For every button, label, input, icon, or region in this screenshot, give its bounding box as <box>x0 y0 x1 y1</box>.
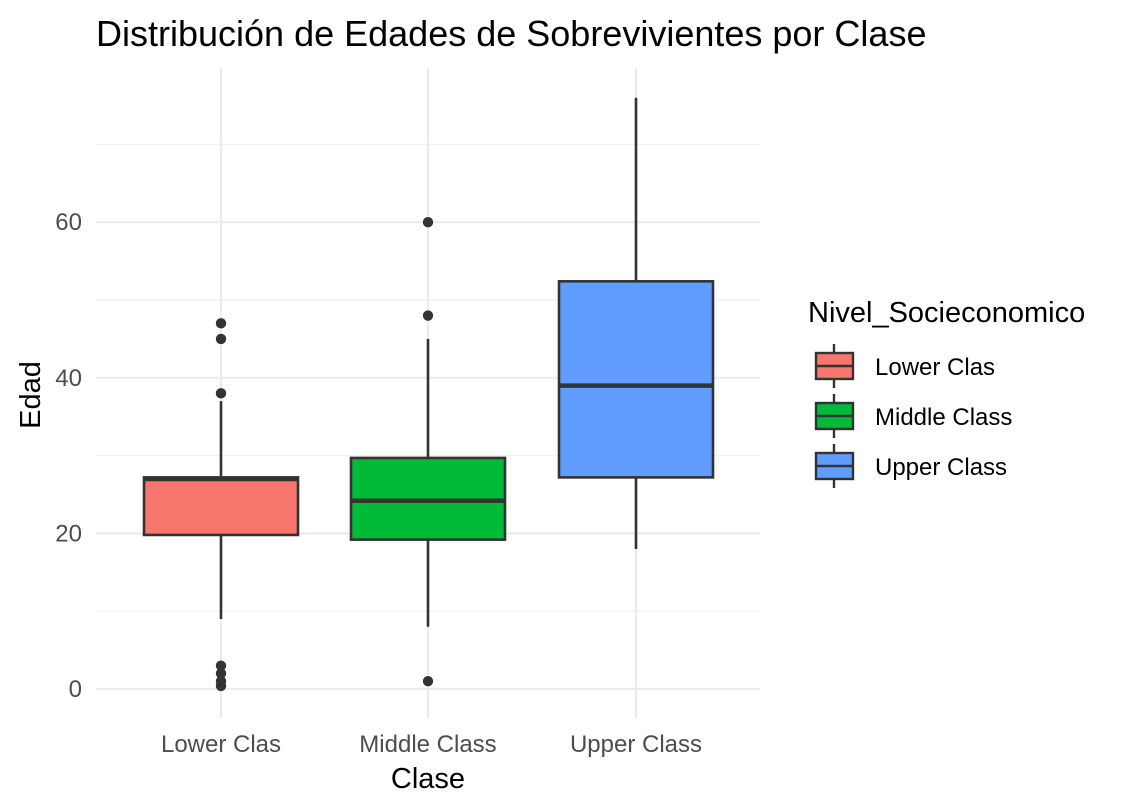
x-axis-title: Clase <box>391 763 465 795</box>
x-tick-label: Upper Class <box>570 731 702 758</box>
legend-label: Upper Class <box>875 454 1007 481</box>
legend-item: Upper Class <box>814 444 1007 488</box>
y-tick-label: 20 <box>55 520 82 547</box>
legend-item: Lower Clas <box>814 344 995 388</box>
box-layer <box>142 97 715 692</box>
outlier-point <box>215 676 227 687</box>
legend-item: Middle Class <box>814 394 1012 438</box>
outlier-point <box>215 318 227 329</box>
box-body <box>557 280 715 479</box>
outlier-point <box>215 660 227 671</box>
legend-label: Middle Class <box>875 404 1012 431</box>
x-tick-label: Middle Class <box>359 731 496 758</box>
chart-title: Distribución de Edades de Sobrevivientes… <box>96 13 926 54</box>
y-tick-label: 0 <box>69 676 82 703</box>
y-tick-label: 60 <box>55 209 82 236</box>
outlier-point <box>422 676 434 687</box>
y-tick-label: 40 <box>55 365 82 392</box>
x-tick-label: Lower Clas <box>161 731 281 758</box>
outlier-point <box>215 333 227 345</box>
box-group <box>557 97 715 549</box>
tick-layer: 0 20 40 60 Lower Clas Middle Class Upper Class <box>55 209 702 758</box>
outlier-point <box>215 388 227 399</box>
y-axis-title: Edad <box>15 361 47 429</box>
box-group <box>349 217 507 687</box>
box-group <box>142 318 300 692</box>
box-body <box>142 476 300 537</box>
outlier-point <box>215 668 227 679</box>
legend: Nivel_Socieconomico Lower Clas Middle Cla… <box>808 297 1085 488</box>
outlier-point <box>422 310 434 321</box>
outlier-point <box>422 217 434 228</box>
legend-title: Nivel_Socieconomico <box>808 297 1085 329</box>
legend-label: Lower Clas <box>875 354 995 381</box>
